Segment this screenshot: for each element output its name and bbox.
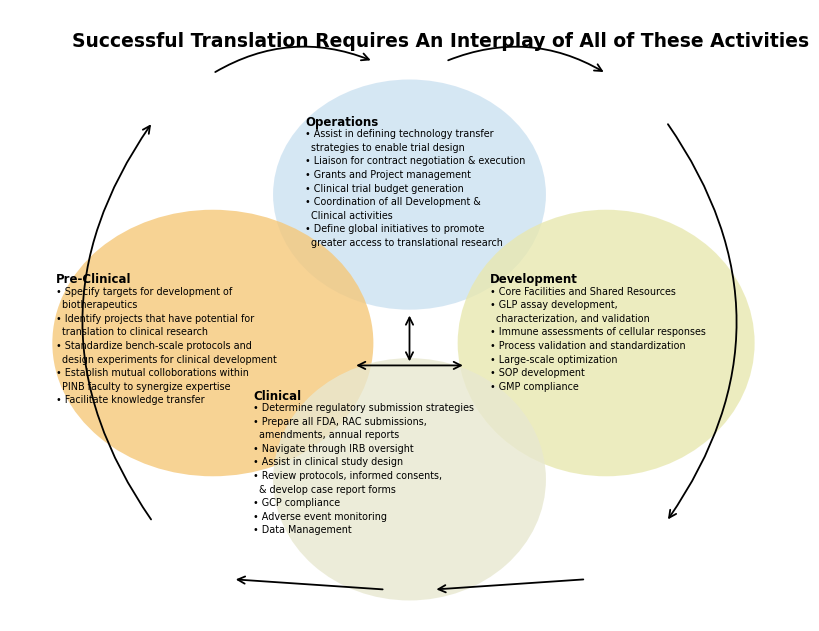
Text: • Core Facilities and Shared Resources
• GLP assay development,
  characterizati: • Core Facilities and Shared Resources •… xyxy=(490,286,706,392)
Text: Operations: Operations xyxy=(305,116,378,129)
Text: • Specify targets for development of
  biotherapeutics
• Identify projects that : • Specify targets for development of bio… xyxy=(57,286,277,406)
Ellipse shape xyxy=(273,358,546,601)
Text: Development: Development xyxy=(490,273,577,286)
Ellipse shape xyxy=(273,80,546,310)
Text: • Determine regulatory submission strategies
• Prepare all FDA, RAC submissions,: • Determine regulatory submission strate… xyxy=(253,403,474,535)
FancyArrowPatch shape xyxy=(238,577,382,589)
FancyArrowPatch shape xyxy=(668,124,736,518)
Text: Successful Translation Requires An Interplay of All of These Activities: Successful Translation Requires An Inter… xyxy=(72,32,809,51)
Ellipse shape xyxy=(458,209,754,476)
FancyArrowPatch shape xyxy=(83,126,151,519)
FancyArrowPatch shape xyxy=(438,579,583,593)
Text: • Assist in defining technology transfer
  strategies to enable trial design
• L: • Assist in defining technology transfer… xyxy=(305,129,526,248)
FancyArrowPatch shape xyxy=(448,47,602,71)
Text: Pre-Clinical: Pre-Clinical xyxy=(57,273,132,286)
Text: Clinical: Clinical xyxy=(253,390,301,403)
Ellipse shape xyxy=(52,209,373,476)
FancyArrowPatch shape xyxy=(215,47,369,72)
